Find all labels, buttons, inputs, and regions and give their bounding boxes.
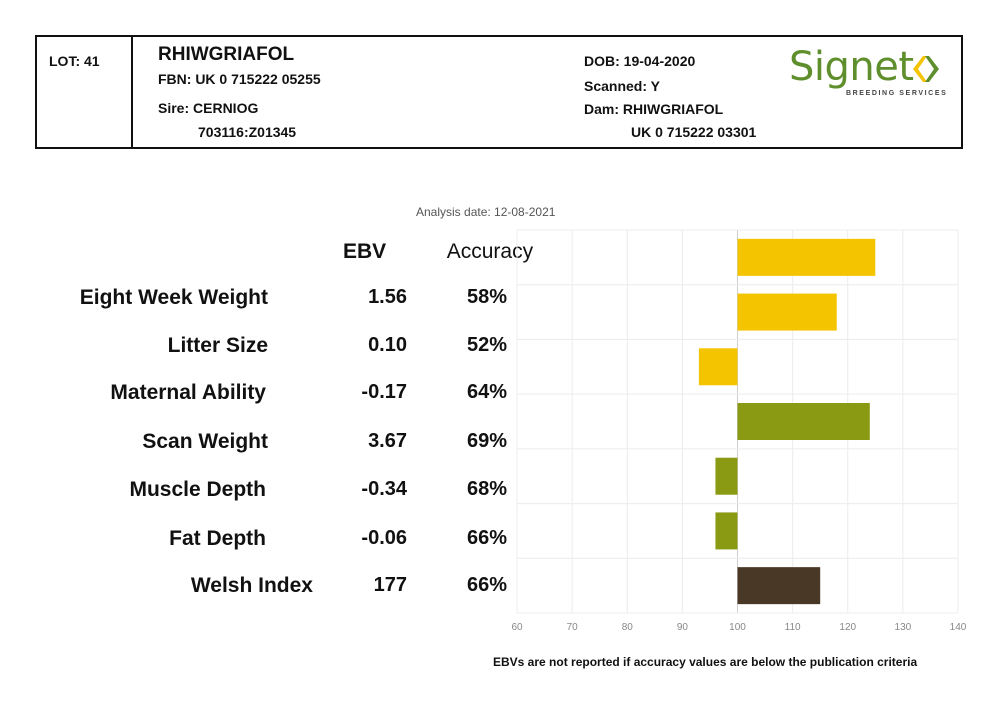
animal-info-box: LOT: 41 RHIWGRIAFOL FBN: UK 0 715222 052… — [35, 35, 963, 149]
trait-label: Welsh Index — [190, 574, 313, 597]
x-tick-label: 100 — [729, 622, 746, 633]
ebv-column-header: EBV — [343, 240, 387, 263]
trait-label: Litter Size — [167, 334, 268, 357]
animal-name: RHIWGRIAFOL — [158, 44, 295, 65]
bar-maternal-ability — [698, 348, 738, 386]
x-tick-label: 140 — [950, 622, 967, 633]
bar-scan-weight — [737, 403, 870, 440]
dam-name: Dam: RHIWGRIAFOL — [584, 101, 724, 117]
chevrons-icon — [913, 56, 939, 82]
bar-welsh-index — [737, 567, 821, 605]
trait-accuracy-value: 69% — [466, 430, 507, 452]
sire-id: 703116:Z01345 — [198, 124, 297, 140]
trait-ebv-value: 3.67 — [368, 430, 407, 452]
trait-ebv-value: 177 — [373, 574, 407, 596]
trait-label: Scan Weight — [142, 430, 268, 453]
x-tick-label: 80 — [622, 622, 634, 633]
bar-muscle-depth — [715, 457, 738, 495]
sire-name: Sire: CERNIOG — [158, 100, 259, 116]
scanned-status: Scanned: Y — [584, 78, 660, 94]
trait-accuracy-value: 66% — [466, 527, 507, 549]
x-tick-label: 130 — [895, 622, 912, 633]
trait-accuracy-value: 58% — [466, 286, 507, 308]
trait-accuracy-value: 64% — [466, 381, 507, 403]
x-tick-label: 60 — [511, 622, 523, 633]
lot-cell: LOT: 41 — [37, 37, 133, 147]
trait-ebv-value: -0.06 — [361, 527, 407, 549]
logo-wordmark: Signet — [789, 44, 914, 90]
footnote: EBVs are not reported if accuracy values… — [493, 655, 918, 669]
accuracy-header-text: Accuracy — [446, 240, 534, 263]
bar-eight-week-weight — [737, 238, 876, 276]
trait-ebv-value: 0.10 — [368, 334, 407, 356]
trait-label: Fat Depth — [169, 527, 266, 550]
trait-label: Maternal Ability — [110, 381, 266, 404]
animal-fbn: FBN: UK 0 715222 05255 — [158, 71, 321, 87]
trait-label: Muscle Depth — [129, 478, 266, 501]
accuracy-column-header: EBV Accuracy — [400, 240, 533, 264]
analysis-date: Analysis date: 12-08-2021 — [416, 205, 556, 219]
trait-accuracy-value: 68% — [466, 478, 507, 500]
trait-accuracy-value: 66% — [466, 574, 507, 596]
x-tick-label: 120 — [839, 622, 856, 633]
bar-fat-depth — [715, 512, 738, 550]
trait-label: Eight Week Weight — [79, 286, 268, 309]
trait-ebv-value: 1.56 — [368, 286, 407, 308]
trait-ebv-value: -0.17 — [361, 381, 407, 403]
bar-litter-size — [737, 293, 837, 331]
x-tick-label: 90 — [677, 622, 689, 633]
x-tick-label: 110 — [785, 622, 801, 633]
lot-number: LOT: 41 — [49, 53, 100, 69]
signet-logo: Signet BREEDING SERVICES — [789, 45, 949, 105]
trait-accuracy-value: 52% — [466, 334, 507, 356]
date-of-birth: DOB: 19-04-2020 — [584, 53, 696, 69]
trait-ebv-value: -0.34 — [361, 478, 407, 500]
dam-id: UK 0 715222 03301 — [631, 124, 757, 140]
logo-subtitle: BREEDING SERVICES — [846, 90, 948, 97]
x-tick-label: 70 — [567, 622, 579, 633]
